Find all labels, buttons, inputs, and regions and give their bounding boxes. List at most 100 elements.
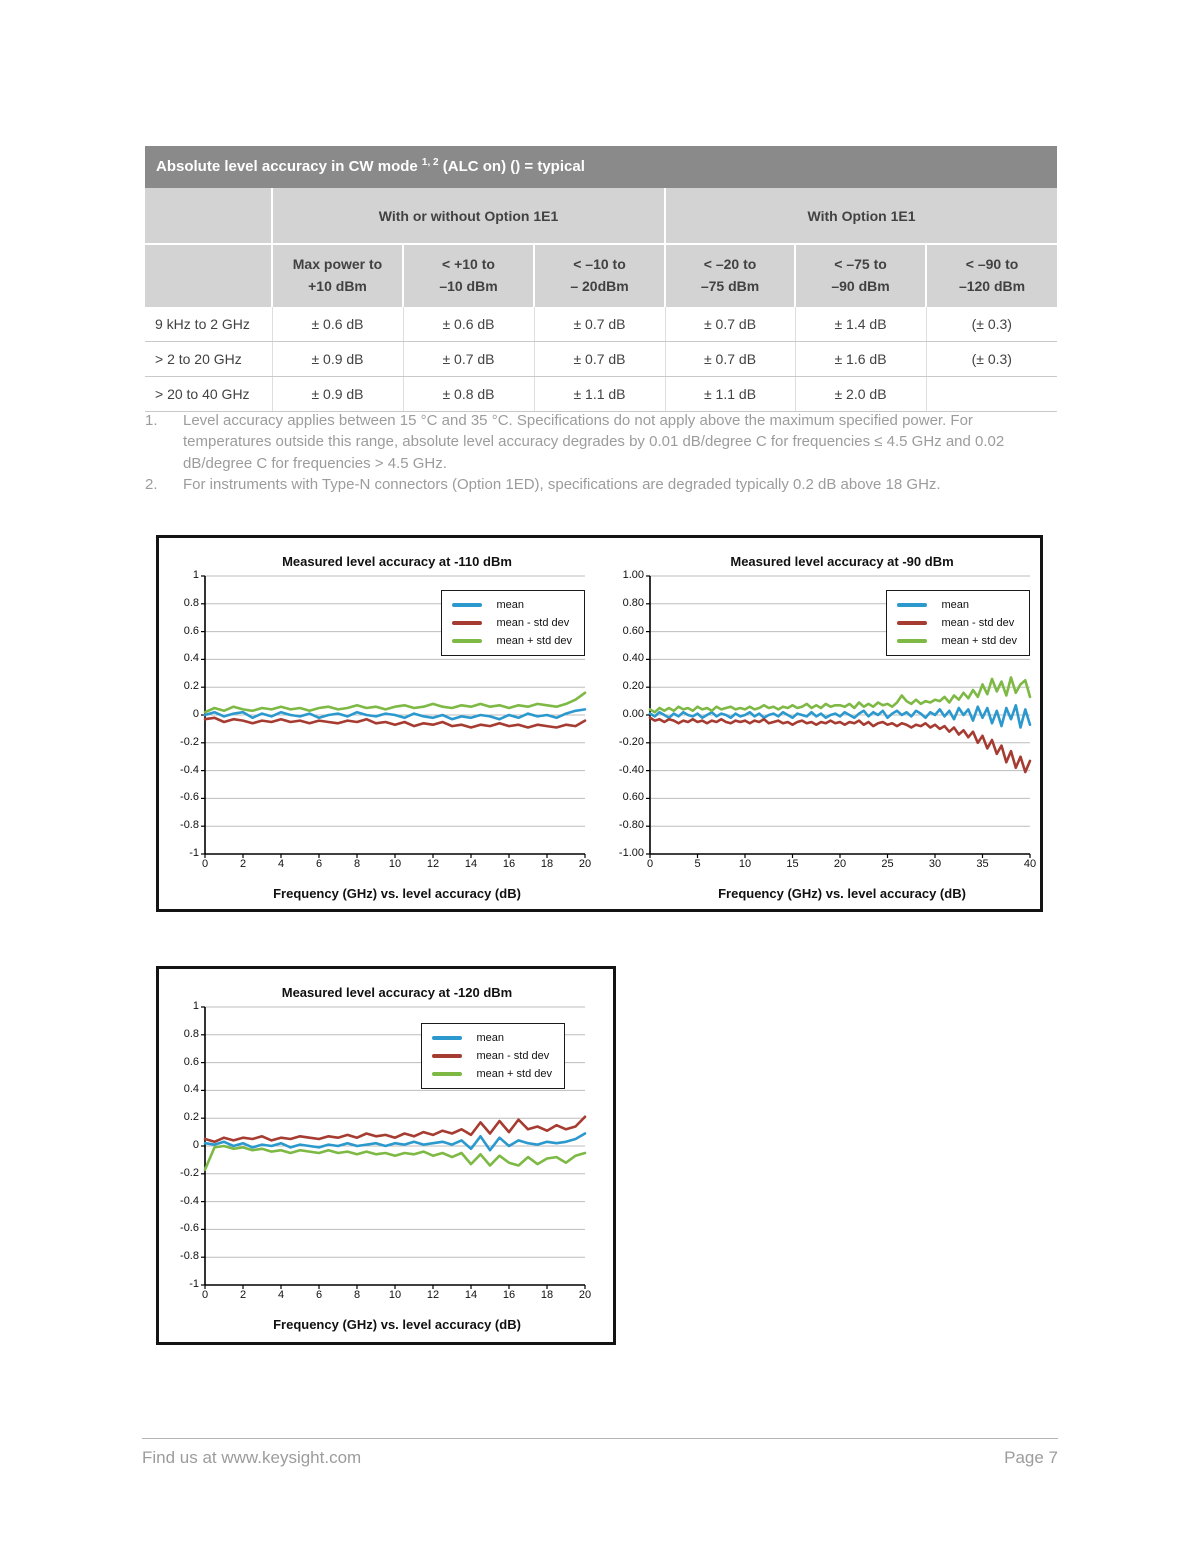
table-title-tail: (ALC on) () = typical	[438, 158, 585, 175]
column-group-with-1e1: With Option 1E1	[664, 188, 1058, 245]
x-tick-label: 0	[646, 858, 654, 870]
table-corner-cell-2	[145, 244, 272, 307]
footnote-number: 2.	[145, 475, 158, 493]
footnote-text: Level accuracy applies between 15 °C and…	[183, 412, 1005, 472]
x-tick-label: 12	[426, 858, 440, 870]
footnote-2: 2. For instruments with Type-N connector…	[145, 474, 1060, 495]
x-tick-label: 20	[578, 1289, 592, 1301]
y-tick-label: 0.00	[622, 708, 644, 720]
spec-cell-value: ± 0.6 dB	[402, 307, 534, 342]
x-tick-label: 2	[239, 1289, 247, 1301]
chart-x-labels: 0 2 4 6 8 10 12 14 16 18 20	[202, 1285, 591, 1301]
y-tick-label: 0.6	[183, 624, 199, 637]
y-tick-label: 0.60	[622, 791, 644, 804]
series-line-2	[203, 1144, 587, 1171]
col-header-minus20-to-minus75: < –20 to –75 dBm	[664, 244, 796, 307]
x-tick-label: 15	[786, 858, 799, 870]
spec-cell-value: ± 0.7 dB	[402, 341, 534, 377]
legend-label: mean	[496, 599, 524, 611]
chart-xaxis-title: Frequency (GHz) vs. level accuracy (dB)	[273, 886, 521, 901]
y-tick-label: -1.00	[618, 847, 644, 859]
spec-cell-value: ± 0.6 dB	[271, 307, 403, 342]
x-tick-label: 18	[540, 1289, 554, 1301]
row-label: 9 kHz to 2 GHz	[145, 307, 272, 342]
chart-legend: mean mean - std dev mean + std dev	[441, 590, 585, 656]
legend-swatch	[897, 621, 928, 625]
legend-item: mean + std dev	[897, 632, 1017, 650]
chart-measured-accuracy-minus120dbm: Measured level accuracy at -120 dBm 1 0.8 0…	[165, 985, 591, 1332]
chart-plot-area: 1 0.8 0.6 0.4 0.2 0 -0.2 -0.4 -0.6 -0.8 -1 mean mean…	[180, 1000, 587, 1290]
legend-item: mean - std dev	[897, 614, 1017, 632]
chart-plot-area: 1.00 0.80 0.60 0.40 0.20 0.00 -0.20 -0.40 0.60 -0…	[619, 569, 1032, 859]
legend-swatch	[897, 639, 928, 643]
footer-website-link[interactable]: Find us at www.keysight.com	[142, 1448, 362, 1467]
x-tick-label: 4	[277, 858, 285, 870]
series-line-2	[203, 691, 587, 714]
table-title: Absolute level accuracy in CW mode 1, 2 …	[145, 146, 1057, 188]
x-tick-label: 0	[201, 1289, 209, 1301]
y-tick-label: -0.6	[180, 791, 199, 804]
charts-figure-lower: Measured level accuracy at -120 dBm 1 0.8 0…	[156, 966, 616, 1345]
y-tick-label: -0.2	[180, 735, 199, 748]
spec-cell-value: ± 1.1 dB	[664, 376, 796, 412]
spec-cell-value: ± 0.9 dB	[271, 376, 403, 412]
chart-x-labels: 0 2 4 6 8 10 12 14 16 18 20	[202, 854, 591, 870]
legend-label: mean - std dev	[496, 617, 570, 629]
spec-table: Absolute level accuracy in CW mode 1, 2 …	[145, 146, 1058, 412]
y-tick-label: -0.6	[180, 1222, 199, 1235]
y-tick-label: 0.80	[622, 596, 644, 609]
legend-label: mean + std dev	[476, 1068, 552, 1080]
legend-swatch	[452, 603, 483, 607]
chart-legend: mean mean - std dev mean + std dev	[421, 1023, 565, 1089]
legend-label: mean + std dev	[496, 635, 572, 647]
legend-item: mean	[432, 1029, 552, 1047]
series-line-1	[203, 1115, 587, 1144]
col-header-minus75-to-minus90: < –75 to –90 dBm	[794, 244, 927, 307]
y-tick-label: 0.40	[622, 652, 644, 665]
legend-swatch	[897, 603, 928, 607]
spec-cell-value	[925, 376, 1058, 412]
y-tick-label: 0.4	[183, 652, 199, 665]
x-tick-label: 30	[928, 858, 942, 870]
table-title-footnote-refs: 1, 2	[421, 157, 439, 168]
x-tick-label: 10	[388, 1289, 402, 1301]
x-tick-label: 20	[833, 858, 847, 870]
column-group-with-or-without-1e1: With or without Option 1E1	[270, 188, 666, 245]
spec-cell-value: ± 1.6 dB	[794, 341, 927, 377]
spec-cell-value: (± 0.3)	[925, 341, 1058, 377]
spec-cell-value: ± 0.8 dB	[402, 376, 534, 412]
spec-cell-value: ± 1.1 dB	[533, 376, 666, 412]
footnote-1: 1. Level accuracy applies between 15 °C …	[145, 410, 1060, 474]
row-label: > 20 to 40 GHz	[145, 376, 272, 412]
chart-title: Measured level accuracy at -90 dBm	[730, 554, 954, 569]
y-tick-label: 1	[192, 1000, 199, 1012]
y-tick-label: 0.2	[183, 680, 199, 693]
legend-item: mean	[452, 596, 572, 614]
y-tick-label: 1	[192, 569, 199, 581]
legend-label: mean + std dev	[941, 635, 1017, 647]
spec-cell-value: ± 1.4 dB	[794, 307, 927, 342]
charts-figure-upper: Measured level accuracy at -110 dBm 1 0.8 0…	[156, 535, 1043, 912]
chart-measured-accuracy-minus110dbm: Measured level accuracy at -110 dBm 1 0.8 0…	[165, 554, 591, 909]
spec-cell-value: (± 0.3)	[925, 307, 1058, 342]
x-tick-label: 0	[201, 858, 209, 870]
legend-item: mean - std dev	[452, 614, 572, 632]
footer-page-number: Page 7	[1004, 1448, 1058, 1467]
chart-plot-area: 1 0.8 0.6 0.4 0.2 0 -0.2 -0.4 -0.6 -0.8 -1 mean mean…	[180, 569, 587, 859]
x-tick-label: 5	[694, 858, 701, 870]
x-tick-label: 20	[578, 858, 592, 870]
legend-item: mean + std dev	[432, 1065, 552, 1083]
chart-xaxis-title: Frequency (GHz) vs. level accuracy (dB)	[273, 1317, 521, 1332]
table-corner-cell	[145, 188, 272, 245]
col-header-max-power: Max power to +10 dBm	[271, 244, 403, 307]
legend-label: mean - std dev	[476, 1050, 550, 1062]
x-tick-label: 8	[353, 1289, 361, 1301]
legend-swatch	[432, 1054, 463, 1058]
chart-xaxis-title: Frequency (GHz) vs. level accuracy (dB)	[718, 886, 966, 901]
table-row: > 2 to 20 GHz ± 0.9 dB ± 0.7 dB ± 0.7 dB ± 0…	[145, 341, 1058, 377]
chart-canvas	[646, 575, 1032, 858]
y-tick-label: -0.40	[618, 763, 644, 776]
x-tick-label: 18	[540, 858, 554, 870]
y-tick-label: 0	[192, 1139, 199, 1151]
